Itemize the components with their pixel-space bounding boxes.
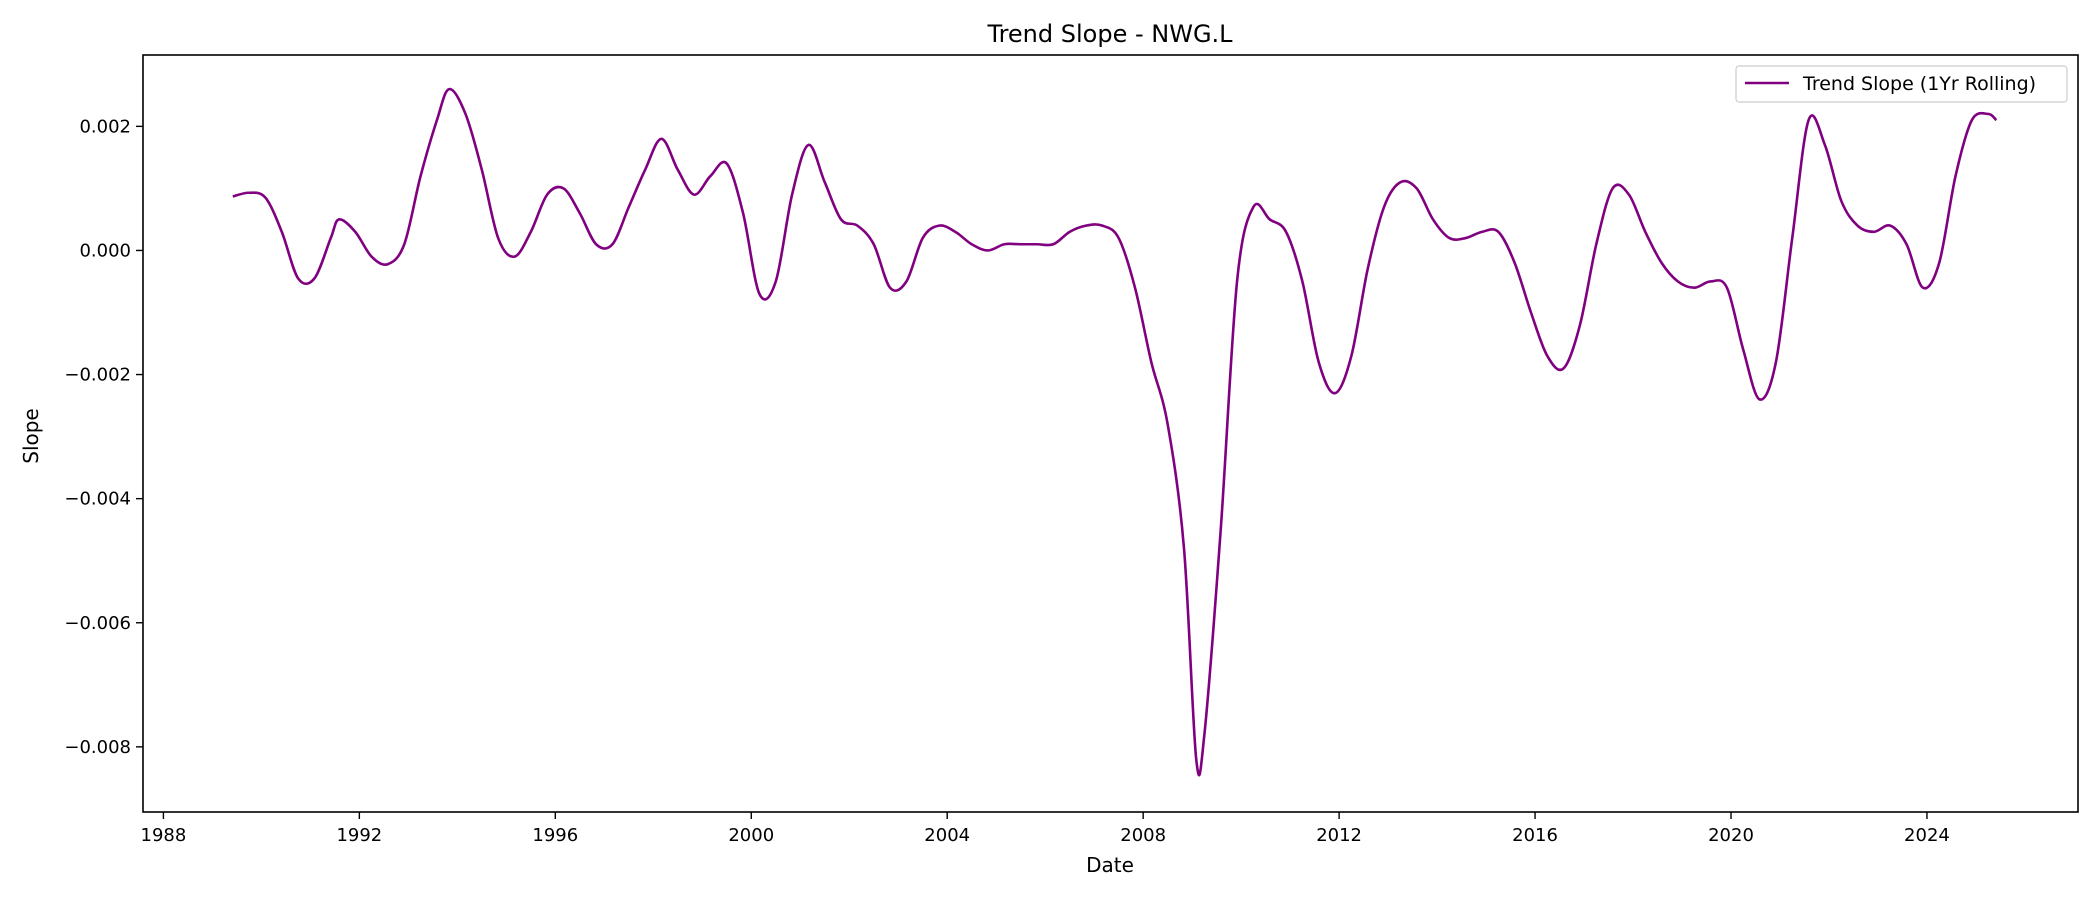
axes-frame <box>142 54 2079 813</box>
x-tick-label: 1992 <box>336 825 382 846</box>
x-axis: 1988 1992 1996 2000 2004 2008 2012 2016 2020 2024 <box>141 812 1950 846</box>
x-axis-label: Date <box>1086 853 1134 877</box>
y-tick-label: −0.006 <box>64 613 131 634</box>
x-tick-label: 2004 <box>924 825 970 846</box>
x-tick-label: 2024 <box>1904 825 1950 846</box>
y-tick-label: 0.002 <box>79 116 131 137</box>
x-tick-label: 2000 <box>728 825 774 846</box>
chart-title: Trend Slope - NWG.L <box>986 20 1233 48</box>
legend-label: Trend Slope (1Yr Rolling) <box>1802 73 2036 95</box>
y-axis-label: Slope <box>19 408 43 464</box>
series-line-0 <box>232 87 1998 777</box>
x-tick-label: 2016 <box>1512 825 1558 846</box>
x-tick-label: 1996 <box>532 825 578 846</box>
plot-area <box>142 54 2079 813</box>
y-tick-label: −0.004 <box>64 489 131 510</box>
y-tick-label: 0.000 <box>79 240 131 261</box>
y-tick-label: −0.002 <box>64 365 131 386</box>
x-tick-label: 1988 <box>141 825 187 846</box>
y-tick-label: −0.008 <box>64 737 131 758</box>
x-tick-label: 2020 <box>1708 825 1754 846</box>
x-tick-label: 2012 <box>1316 825 1362 846</box>
y-axis: −0.008 −0.006 −0.004 −0.002 0.000 0.002 <box>64 116 143 758</box>
series-layer <box>232 87 1998 777</box>
legend-box <box>1735 65 2068 103</box>
x-tick-label: 2008 <box>1120 825 1166 846</box>
legend: Trend Slope (1Yr Rolling) <box>1735 65 2068 103</box>
